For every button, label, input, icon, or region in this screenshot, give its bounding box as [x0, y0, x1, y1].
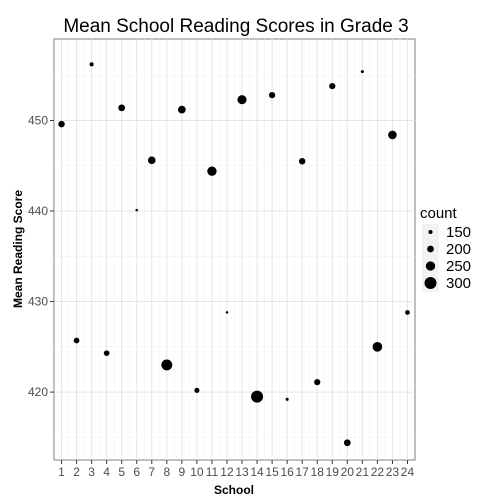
data-point [103, 350, 110, 357]
data-point [225, 311, 229, 314]
y-tick-label: 430 [28, 295, 48, 309]
data-point [268, 92, 276, 99]
data-point [298, 157, 306, 165]
x-tick-label: 12 [220, 465, 234, 479]
data-point [89, 62, 94, 67]
data-point [405, 310, 410, 315]
x-tick-label: 22 [371, 465, 385, 479]
data-point [118, 104, 126, 112]
data-point [58, 120, 65, 128]
data-point [388, 130, 397, 140]
x-tick-label: 10 [190, 465, 204, 479]
y-tick-label: 450 [28, 113, 48, 127]
x-tick-label: 13 [235, 465, 249, 479]
data-point [343, 439, 351, 447]
x-tick-label: 8 [163, 465, 170, 479]
y-axis-title: Mean Reading Score [11, 190, 25, 308]
x-tick-label: 1 [58, 465, 65, 479]
data-point [251, 390, 264, 403]
legend-key-dot [425, 261, 436, 271]
legend-label: 150 [446, 224, 471, 241]
y-tick-label: 420 [28, 385, 48, 399]
data-point [372, 342, 383, 352]
legend-title: count [420, 205, 458, 222]
data-point [207, 166, 217, 176]
legend-key-dot [424, 277, 437, 289]
x-tick-label: 19 [326, 465, 340, 479]
data-point [161, 359, 173, 371]
x-tick-label: 24 [401, 465, 415, 479]
data-point [314, 379, 321, 386]
data-point [73, 337, 80, 344]
x-axis-title: School [214, 483, 254, 497]
x-tick-label: 17 [296, 465, 310, 479]
legend-label: 200 [446, 241, 471, 258]
legend-key-dot [427, 245, 434, 253]
data-point [194, 387, 200, 393]
x-tick-label: 23 [386, 465, 400, 479]
y-axis-ticks: 420 430 440 450 [28, 113, 54, 399]
y-tick-label: 440 [28, 204, 48, 218]
x-axis-ticks: 1 2 3 4 5 6 7 8 9 10 11 12 13 14 15 16 17 18 19 20 21 22 23 24 [58, 460, 414, 479]
data-point [177, 105, 186, 114]
x-tick-label: 21 [356, 465, 370, 479]
x-tick-label: 20 [341, 465, 355, 479]
data-point [237, 95, 247, 105]
legend-label: 300 [446, 275, 471, 292]
x-tick-label: 18 [311, 465, 325, 479]
x-tick-label: 2 [73, 465, 80, 479]
x-tick-label: 15 [265, 465, 279, 479]
legend-label: 250 [446, 258, 471, 275]
minor-gridlines [54, 39, 415, 460]
x-tick-label: 5 [118, 465, 125, 479]
legend-key-dot [428, 229, 433, 235]
x-tick-label: 4 [103, 465, 110, 479]
x-tick-label: 11 [206, 465, 219, 479]
x-tick-label: 14 [250, 465, 264, 479]
data-point [285, 397, 289, 401]
data-point [135, 208, 138, 212]
data-points [58, 62, 410, 447]
x-tick-label: 9 [179, 465, 186, 479]
data-point [148, 156, 156, 165]
data-point [360, 70, 364, 74]
data-point [329, 82, 336, 90]
x-tick-label: 7 [148, 465, 155, 479]
x-tick-label: 16 [280, 465, 294, 479]
x-tick-label: 6 [133, 465, 140, 479]
chart-title: Mean School Reading Scores in Grade 3 [63, 16, 408, 37]
x-tick-label: 3 [88, 465, 95, 479]
major-gridlines [54, 39, 415, 460]
